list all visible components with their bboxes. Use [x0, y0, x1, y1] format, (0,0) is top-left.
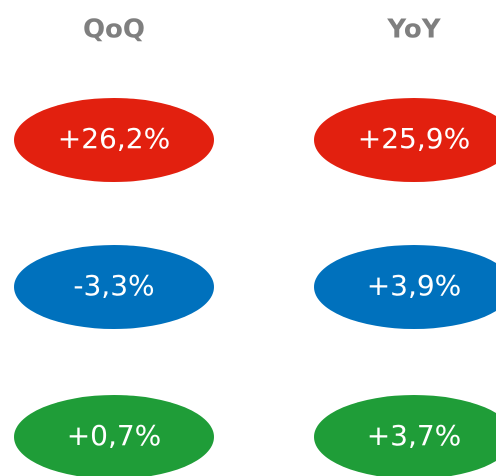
value-badge: [14, 98, 214, 182]
value-label: -3,3%: [73, 269, 154, 302]
value-label: +0,7%: [67, 419, 162, 452]
value-badge: [314, 395, 496, 476]
value-badge: [314, 245, 496, 329]
column-header: YoY: [386, 15, 441, 45]
value-label: +26,2%: [58, 122, 170, 155]
value-badge: [14, 395, 214, 476]
value-label: +3,9%: [367, 269, 462, 302]
value-badge: [14, 245, 214, 329]
value-badge: [314, 98, 496, 182]
value-label: +3,7%: [367, 419, 462, 452]
value-label: +25,9%: [358, 122, 470, 155]
column-header: QoQ: [83, 15, 145, 45]
